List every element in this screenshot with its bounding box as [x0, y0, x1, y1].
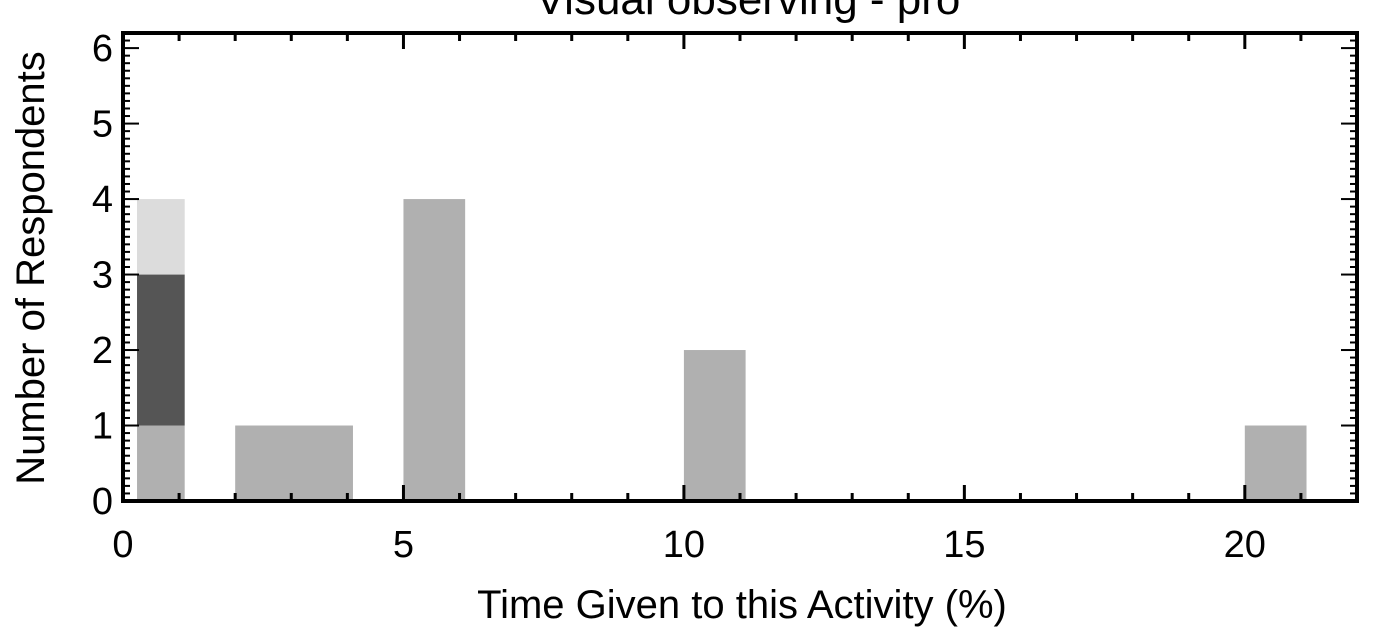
bar-4	[403, 199, 466, 501]
y-tick-label-1: 1	[92, 406, 113, 448]
x-tick-label-20: 20	[1224, 524, 1266, 566]
bar-3	[235, 425, 353, 501]
x-axis-title: Time Given to this Activity (%)	[477, 583, 1007, 627]
y-tick-label-5: 5	[92, 104, 113, 146]
y-tick-label-0: 0	[92, 481, 113, 523]
bar-5	[683, 350, 746, 501]
bar-1	[137, 274, 185, 426]
x-tick-label-10: 10	[663, 524, 705, 566]
tick-labels: 0 5 10 15 20 0 1 2 3 4 5 6	[92, 28, 1266, 566]
x-tick-label-5: 5	[393, 524, 414, 566]
chart-title: Visual observing - pro	[536, 0, 961, 24]
y-axis-title: Number of Respondents	[9, 51, 53, 485]
axis-ticks	[121, 32, 1359, 502]
bars-layer	[137, 199, 1307, 501]
x-tick-label-15: 15	[943, 524, 985, 566]
y-tick-label-2: 2	[92, 330, 113, 372]
bar-0	[137, 425, 185, 501]
y-tick-label-4: 4	[92, 179, 113, 221]
x-tick-label-0: 0	[112, 524, 133, 566]
y-tick-label-3: 3	[92, 255, 113, 297]
bar-6	[1244, 425, 1307, 501]
y-tick-label-6: 6	[92, 28, 113, 70]
bar-2	[137, 199, 185, 275]
